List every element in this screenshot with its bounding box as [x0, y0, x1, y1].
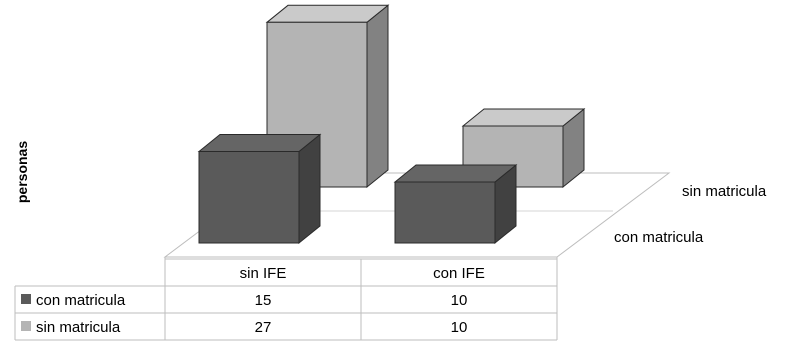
depth-label: sin matricula — [682, 183, 767, 200]
data-label: 27 — [255, 319, 272, 336]
data-label: 15 — [255, 292, 272, 309]
data-label: 10 — [451, 319, 468, 336]
bar-side-face — [366, 4, 389, 189]
bar-front-face — [198, 151, 300, 244]
y-axis-label: personas — [14, 141, 30, 203]
legend-entry: sin matricula — [36, 319, 121, 336]
tick-label: con IFE — [433, 265, 485, 282]
data-label: 10 — [451, 292, 468, 309]
legend-entry: con matricula — [36, 292, 126, 309]
bar-side-face — [298, 133, 321, 245]
bar-top-face — [461, 108, 586, 127]
bar-front-face — [394, 181, 496, 244]
bar-con-matricula-con-IFE — [393, 163, 518, 245]
bar-top-face — [265, 4, 390, 23]
bar-top-face — [197, 134, 322, 152]
legend-swatch — [21, 294, 31, 304]
legend-swatch — [21, 321, 31, 331]
bar-con-matricula-sin-IFE — [197, 133, 322, 245]
bar-top-face — [393, 164, 518, 183]
depth-label: con matricula — [614, 229, 704, 246]
tick-label: sin IFE — [240, 265, 287, 282]
